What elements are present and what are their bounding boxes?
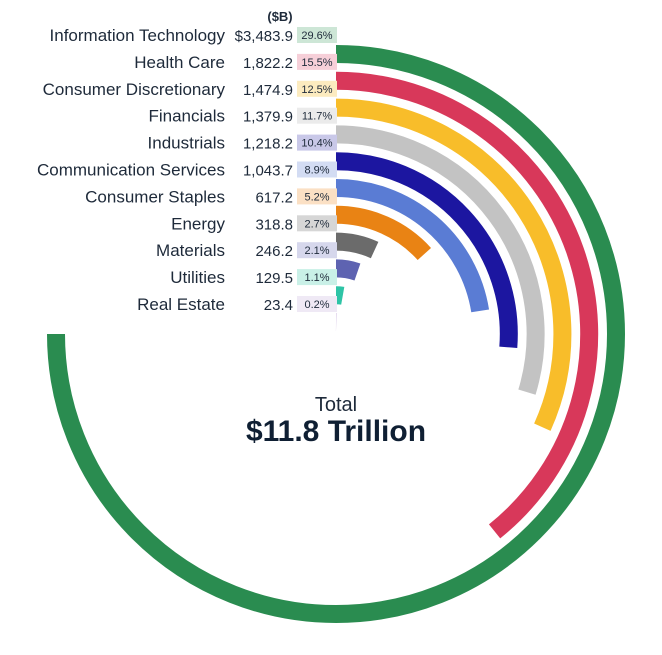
value-label-materials: 246.2 bbox=[255, 243, 293, 260]
value-label-consumer-staples: 617.2 bbox=[255, 189, 293, 206]
category-label-health-care: Health Care bbox=[134, 53, 225, 72]
value-label-utilities: 129.5 bbox=[255, 270, 293, 287]
percent-tag-materials bbox=[297, 242, 337, 259]
value-label-information-technology: $3,483.9 bbox=[235, 28, 293, 45]
arc-materials bbox=[335, 259, 361, 281]
unit-label: ($B) bbox=[267, 9, 292, 24]
category-label-energy: Energy bbox=[171, 214, 225, 233]
value-label-consumer-discretionary: 1,474.9 bbox=[243, 82, 293, 99]
category-label-consumer-staples: Consumer Staples bbox=[85, 187, 225, 206]
total-label: Total bbox=[315, 394, 357, 416]
arc-health-care bbox=[335, 71, 599, 539]
value-label-communication-services: 1,043.7 bbox=[243, 163, 293, 180]
category-label-materials: Materials bbox=[156, 241, 225, 260]
percent-tag-utilities bbox=[297, 269, 337, 286]
arc-consumer-discretionary bbox=[335, 98, 572, 431]
arc-group bbox=[47, 45, 625, 623]
category-label-information-technology: Information Technology bbox=[50, 26, 226, 45]
total-value: $11.8 Trillion bbox=[246, 415, 426, 448]
category-label-communication-services: Communication Services bbox=[37, 161, 225, 180]
arc-utilities bbox=[335, 286, 345, 305]
percent-label-real-estate: 0.2% bbox=[304, 299, 329, 311]
percent-label-communication-services: 8.9% bbox=[304, 165, 329, 177]
value-label-industrials: 1,218.2 bbox=[243, 136, 293, 153]
arc-information-technology bbox=[47, 45, 625, 623]
percent-label-industrials: 10.4% bbox=[301, 138, 332, 150]
percent-tag-real-estate bbox=[297, 296, 337, 312]
percent-tag-financials bbox=[297, 107, 337, 124]
arc-financials bbox=[335, 125, 545, 395]
value-label-real-estate: 23.4 bbox=[264, 297, 293, 314]
percent-tag-consumer-staples bbox=[297, 188, 337, 205]
category-label-real-estate: Real Estate bbox=[137, 295, 225, 314]
value-label-energy: 318.8 bbox=[255, 216, 293, 233]
percent-tag-communication-services bbox=[297, 161, 337, 178]
category-label-industrials: Industrials bbox=[148, 134, 225, 153]
percent-tag-consumer-discretionary bbox=[297, 80, 337, 97]
value-label-health-care: 1,822.2 bbox=[243, 55, 293, 72]
arc-consumer-staples bbox=[335, 205, 432, 261]
percent-label-health-care: 15.5% bbox=[301, 57, 332, 69]
percent-label-consumer-discretionary: 12.5% bbox=[301, 84, 332, 96]
value-label-financials: 1,379.9 bbox=[243, 109, 293, 126]
arc-industrials bbox=[335, 152, 518, 348]
percent-tag-information-technology bbox=[297, 27, 337, 43]
percent-label-consumer-staples: 5.2% bbox=[304, 191, 329, 203]
percent-label-financials: 11.7% bbox=[302, 111, 333, 123]
percent-label-materials: 2.1% bbox=[304, 245, 329, 257]
arc-communication-services bbox=[335, 179, 490, 313]
category-label-consumer-discretionary: Consumer Discretionary bbox=[43, 80, 226, 99]
category-label-financials: Financials bbox=[148, 107, 225, 126]
category-label-utilities: Utilities bbox=[170, 268, 225, 287]
label-group: Information Technology $3,483.9 29.6% Healt… bbox=[37, 26, 337, 314]
arc-energy bbox=[335, 232, 379, 259]
percent-label-information-technology: 29.6% bbox=[301, 30, 332, 42]
percent-label-energy: 2.7% bbox=[304, 218, 329, 230]
percent-tag-health-care bbox=[297, 53, 337, 70]
percent-tag-energy bbox=[297, 215, 337, 232]
percent-label-utilities: 1.1% bbox=[304, 272, 329, 284]
percent-tag-industrials bbox=[297, 134, 337, 151]
